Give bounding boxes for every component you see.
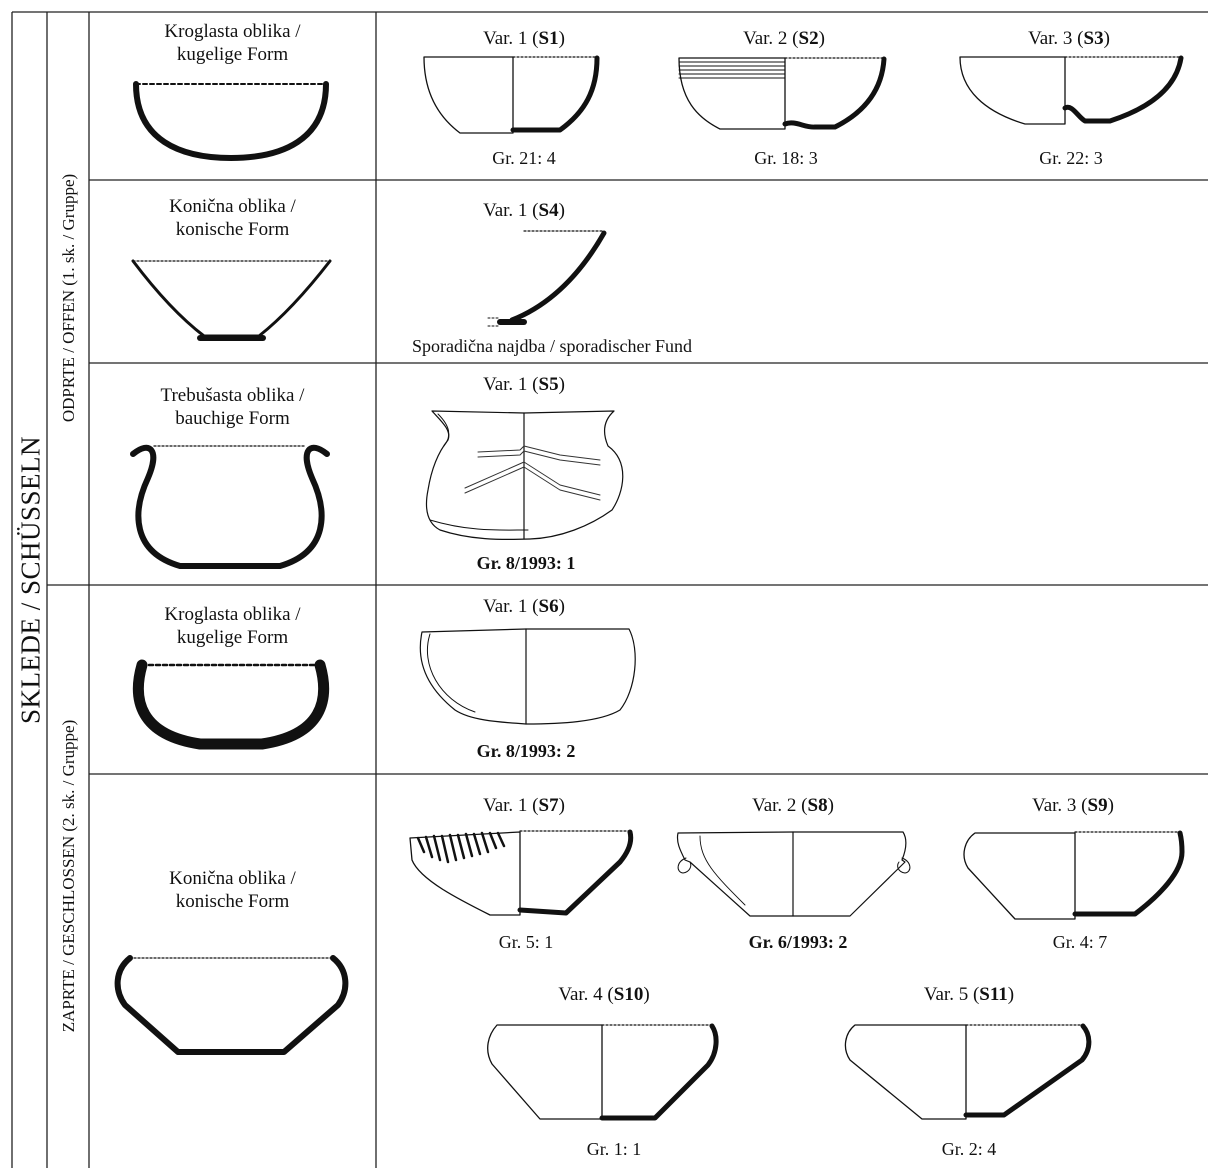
- vessel-s5: [425, 410, 624, 541]
- form-label-line: Kroglasta oblika /: [164, 604, 301, 625]
- variant-title-s7: Var. 1 (S7): [483, 795, 565, 816]
- rim-grooves: [678, 61, 786, 79]
- form-label-line: kugelige Form: [176, 44, 289, 65]
- profile-open-conical: [131, 259, 332, 341]
- caption-s5: Gr. 8/1993: 1: [476, 553, 576, 573]
- rim-hatching: [416, 831, 506, 864]
- variant-title-s5: Var. 1 (S5): [483, 374, 565, 395]
- profile-closed-spherical: [132, 659, 330, 750]
- form-label-line: konische Form: [175, 219, 290, 240]
- profile-closed-conical: [114, 955, 349, 1055]
- incised-decoration: [464, 445, 601, 501]
- form-label-line: konische Form: [175, 891, 290, 912]
- vessel-s10: [487, 1023, 719, 1121]
- variant-title-s9: Var. 3 (S9): [1032, 795, 1114, 816]
- form-label-line: Konična oblika /: [169, 196, 296, 217]
- form-label-line: Trebušasta oblika /: [160, 385, 305, 406]
- form-label-closed-spherical: Kroglasta oblika / kugelige Form: [89, 603, 376, 649]
- form-label-open-spherical: Kroglasta oblika / kugelige Form: [89, 20, 376, 66]
- vessel-s1: [423, 55, 600, 134]
- vessel-s6: [419, 628, 636, 725]
- vessel-s2: [678, 56, 887, 130]
- form-label-closed-conical: Konična oblika / konische Form: [89, 867, 376, 913]
- form-label-line: Kroglasta oblika /: [164, 21, 301, 42]
- variant-title-s11: Var. 5 (S11): [923, 984, 1015, 1005]
- caption-s10: Gr. 1: 1: [586, 1139, 642, 1159]
- form-label-line: Konična oblika /: [169, 868, 296, 889]
- form-label-line: bauchige Form: [175, 408, 290, 429]
- form-label-open-bellied: Trebušasta oblika / bauchige Form: [89, 384, 376, 430]
- variant-title-s4: Var. 1 (S4): [483, 200, 565, 221]
- vessel-s11: [844, 1023, 1092, 1120]
- vessel-s3: [959, 55, 1184, 125]
- variant-title-s10: Var. 4 (S10): [558, 984, 650, 1005]
- caption-s11: Gr. 2: 4: [941, 1139, 997, 1159]
- vessel-s9: [963, 830, 1185, 920]
- form-label-line: kugelige Form: [176, 627, 289, 648]
- caption-s4: Sporadična najdba / sporadischer Fund: [412, 336, 692, 356]
- variant-title-s3: Var. 3 (S3): [1028, 28, 1110, 49]
- caption-s9: Gr. 4: 7: [1052, 932, 1108, 952]
- profile-open-spherical: [133, 81, 329, 161]
- caption-s1: Gr. 21: 4: [492, 148, 556, 168]
- variant-title-s8: Var. 2 (S8): [752, 795, 834, 816]
- caption-s8: Gr. 6/1993: 2: [748, 932, 848, 952]
- form-label-open-conical: Konična oblika / konische Form: [89, 195, 376, 241]
- vessel-s4: [487, 230, 607, 327]
- caption-s7: Gr. 5: 1: [498, 932, 554, 952]
- variant-title-s6: Var. 1 (S6): [483, 596, 565, 617]
- vessel-s8: [676, 831, 911, 917]
- caption-s3: Gr. 22: 3: [1039, 148, 1103, 168]
- caption-s6: Gr. 8/1993: 2: [476, 741, 576, 761]
- vessel-s7: [409, 829, 634, 916]
- variant-title-s2: Var. 2 (S2): [743, 28, 825, 49]
- profile-open-bellied: [130, 444, 330, 569]
- variant-title-s1: Var. 1 (S1): [483, 28, 565, 49]
- caption-s2: Gr. 18: 3: [754, 148, 818, 168]
